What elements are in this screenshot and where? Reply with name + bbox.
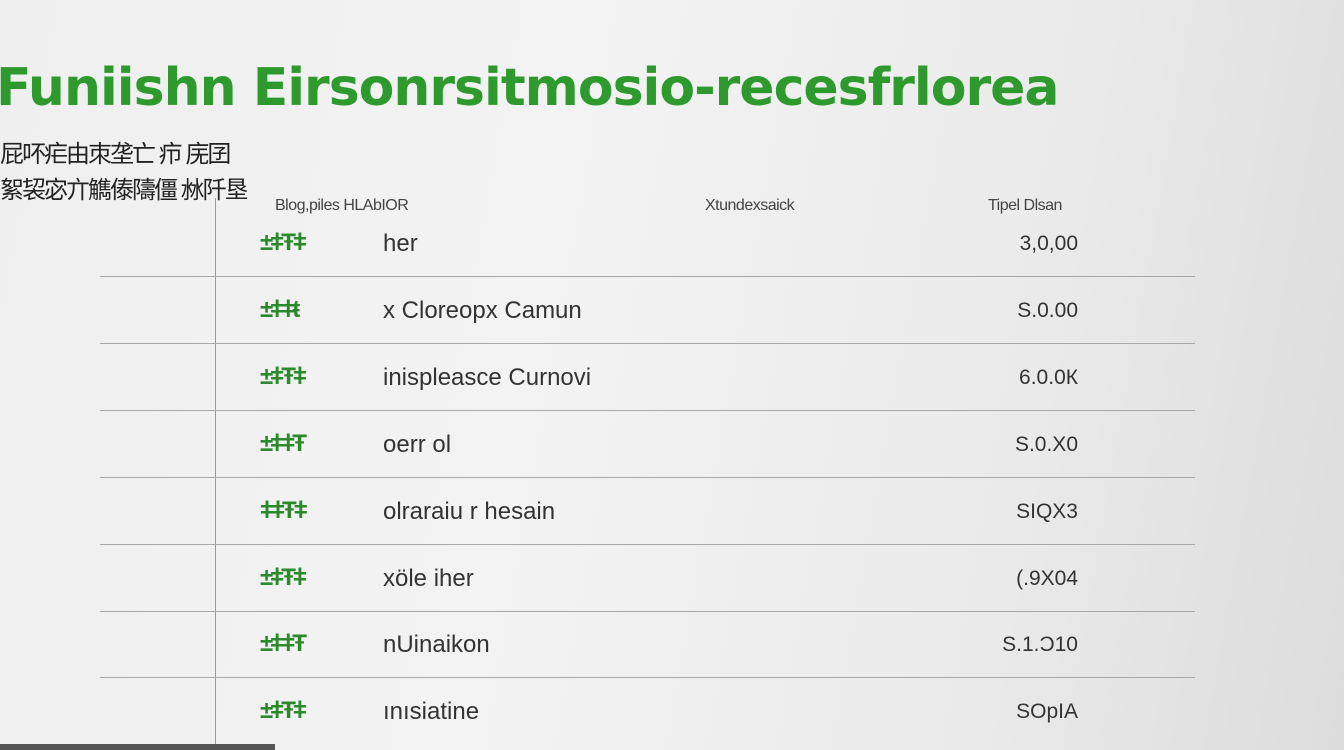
table-divider (215, 198, 216, 750)
row-name: her (383, 230, 418, 257)
row-name: olraraiu r hesain (383, 498, 556, 525)
row-value: 3,0,00 (1019, 232, 1078, 255)
row-name: oerr ol (383, 431, 452, 458)
subtitle-line: 屁吥疟由朿垄亡 疖 庑囝 (0, 141, 231, 168)
column-header: Tipel Dlsan (988, 197, 1062, 214)
row-icon: ±ǂŦǂ (260, 697, 307, 724)
row-separator (100, 343, 1195, 344)
row-value: (.9X04 (1016, 567, 1078, 590)
table-row[interactable]: ±ǂǂŦ oerr ol S.0.X0 (100, 412, 1195, 478)
row-value: S.0.00 (1017, 299, 1078, 322)
row-icon: ±ǂŦǂ (260, 229, 307, 256)
table-row[interactable]: ±ǂǂŦ nUinaikon S.1.Ɔ10 (100, 612, 1195, 678)
column-header: Xtundexsaick (705, 197, 795, 214)
row-separator (100, 677, 1195, 678)
row-value: SOpIA (1016, 700, 1078, 723)
table-row[interactable]: ±ǂŦǂ xöle iher (.9X04 (100, 546, 1195, 612)
row-value: SIQX3 (1016, 500, 1078, 523)
row-icon: ǂǂŦǂ (260, 497, 308, 524)
table-row[interactable]: ±ǂǂŧ x Cloreорx Camun S.0.00 (100, 278, 1195, 344)
row-value: 6.0.0К (1019, 366, 1078, 389)
row-name: inispleasce Curnovi (383, 364, 592, 391)
row-name: xöle iher (383, 565, 474, 592)
table-row[interactable]: ±ǂŦǂ her 3,0,00 (100, 211, 1195, 277)
row-icon: ±ǂǂŦ (260, 430, 307, 457)
row-separator (100, 477, 1195, 478)
table-row[interactable]: ǂǂŦǂ olraraiu r hesain SIQX3 (100, 479, 1195, 545)
row-separator (100, 544, 1195, 545)
scrollbar[interactable] (0, 744, 275, 750)
table-row[interactable]: ±ǂŦǂ inispleasce Curnovi 6.0.0К (100, 345, 1195, 411)
page-title: Funiishn Eirsonrsitmosio-recesfrlorea (0, 58, 1059, 118)
row-value: S.0.X0 (1014, 433, 1078, 456)
row-icon: ±ǂŦǂ (260, 564, 307, 591)
table-row[interactable]: ±ǂŦǂ ınısiatine SOpIA (100, 679, 1195, 745)
row-icon: ±ǂŦǂ (260, 363, 307, 390)
row-icon: ±ǂǂŧ (260, 296, 300, 323)
row-separator (100, 410, 1195, 411)
row-name: ınısiatine (383, 698, 480, 725)
row-name: x Cloreорx Camun (383, 297, 582, 324)
row-value: S.1.Ɔ10 (1002, 633, 1078, 656)
row-separator (100, 611, 1195, 612)
column-header: Blog,piles HLAbIOR (275, 197, 409, 214)
subtitle-line: 絮袃宓亣觹傣隯僵 沝阡垦 (0, 177, 249, 204)
row-name: nUinaikon (383, 631, 490, 658)
row-separator (100, 276, 1195, 277)
row-icon: ±ǂǂŦ (260, 630, 307, 657)
